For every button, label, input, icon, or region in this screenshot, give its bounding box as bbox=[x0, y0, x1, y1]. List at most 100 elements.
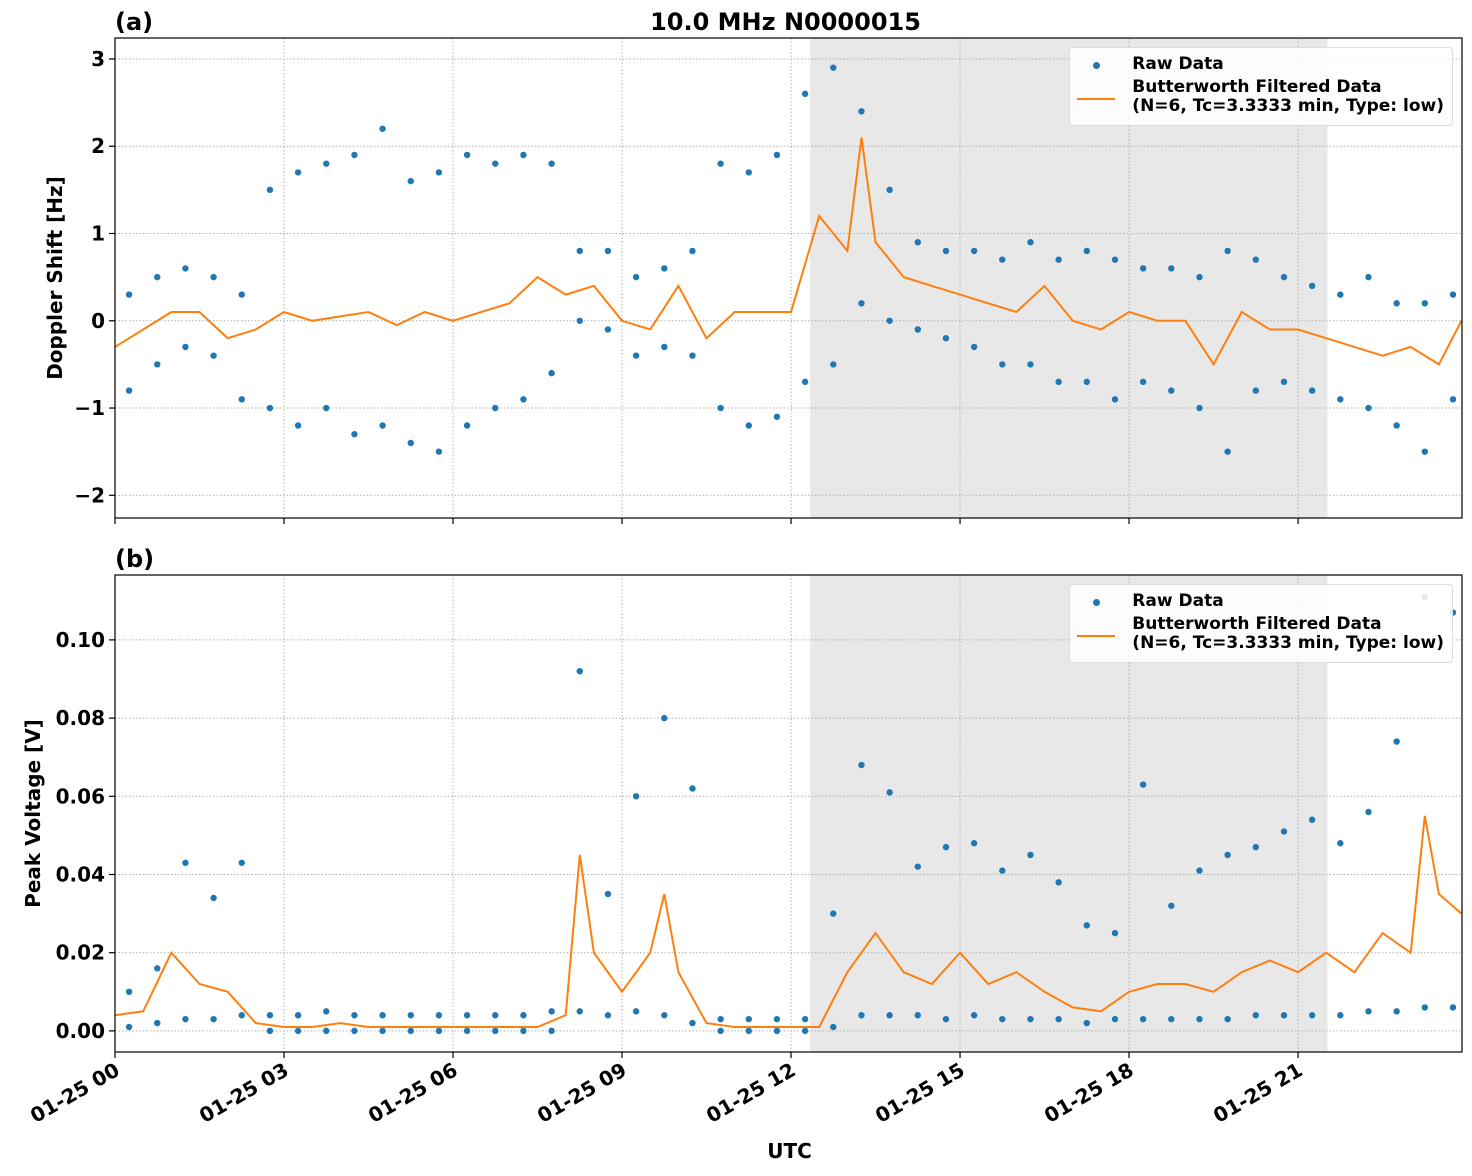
raw-point bbox=[154, 1019, 161, 1027]
raw-point bbox=[604, 247, 612, 255]
y-tick-label: −1 bbox=[74, 396, 105, 420]
raw-point bbox=[1055, 378, 1062, 386]
raw-point bbox=[379, 422, 386, 429]
raw-point bbox=[407, 177, 414, 185]
raw-point bbox=[266, 404, 274, 412]
legend-line bbox=[1077, 635, 1116, 637]
raw-point bbox=[238, 1012, 245, 1019]
raw-point bbox=[323, 1008, 330, 1015]
raw-point bbox=[435, 448, 443, 455]
raw-point bbox=[266, 1012, 274, 1019]
legend-line bbox=[1077, 98, 1116, 100]
raw-point bbox=[745, 1015, 752, 1023]
raw-point bbox=[661, 265, 668, 272]
panel-label: (b) bbox=[115, 545, 154, 573]
raw-point bbox=[548, 369, 555, 377]
raw-point bbox=[520, 151, 527, 159]
raw-point bbox=[942, 1015, 950, 1023]
raw-point bbox=[294, 1027, 302, 1035]
raw-point bbox=[1168, 1015, 1175, 1023]
raw-point bbox=[1393, 422, 1400, 429]
raw-point bbox=[1421, 300, 1429, 307]
raw-point bbox=[238, 291, 245, 298]
raw-point bbox=[858, 108, 865, 115]
raw-point bbox=[1139, 378, 1147, 386]
raw-point bbox=[238, 396, 245, 403]
panel-label: (a) bbox=[115, 8, 153, 36]
raw-point bbox=[1337, 396, 1344, 403]
raw-point bbox=[1449, 291, 1457, 298]
raw-point bbox=[492, 404, 499, 412]
raw-point bbox=[210, 1015, 217, 1023]
raw-point bbox=[576, 1008, 583, 1015]
raw-point bbox=[1365, 404, 1372, 412]
raw-point bbox=[238, 859, 245, 866]
legend-label: Raw Data bbox=[1132, 54, 1224, 74]
raw-point bbox=[970, 247, 978, 255]
raw-point bbox=[886, 1012, 893, 1019]
raw-point bbox=[970, 343, 978, 351]
raw-point bbox=[632, 273, 640, 281]
raw-point bbox=[689, 1019, 696, 1027]
raw-point bbox=[210, 894, 217, 902]
plot-frame bbox=[114, 37, 1463, 519]
raw-point bbox=[1280, 378, 1288, 386]
raw-point bbox=[576, 247, 583, 255]
raw-point bbox=[661, 1012, 668, 1019]
raw-point bbox=[858, 1012, 865, 1019]
series-layer bbox=[115, 593, 1462, 1035]
raw-point bbox=[1083, 1019, 1091, 1027]
raw-point bbox=[1139, 1015, 1147, 1023]
raw-point bbox=[407, 1027, 414, 1035]
raw-point bbox=[999, 867, 1006, 874]
raw-point bbox=[1027, 1015, 1034, 1023]
raw-point bbox=[351, 431, 358, 438]
raw-point bbox=[830, 361, 837, 368]
y-tick-label: 0.04 bbox=[56, 862, 105, 886]
raw-point bbox=[1252, 1012, 1260, 1019]
raw-point bbox=[717, 1027, 724, 1035]
raw-point bbox=[407, 439, 414, 447]
raw-point bbox=[1308, 387, 1316, 394]
raw-point bbox=[1083, 922, 1091, 929]
raw-point bbox=[520, 1012, 527, 1019]
x-tick-label: 01-25 15 bbox=[871, 1058, 969, 1128]
raw-point bbox=[435, 1027, 443, 1035]
raw-point bbox=[1224, 247, 1231, 255]
raw-point bbox=[1252, 256, 1260, 263]
raw-point bbox=[1393, 738, 1400, 745]
legend: Raw Data Butterworth Filtered Data (N=6, … bbox=[1069, 584, 1453, 663]
x-tick-label: 01-25 00 bbox=[26, 1058, 124, 1128]
filtered-line bbox=[115, 137, 1462, 367]
raw-point bbox=[914, 326, 921, 333]
raw-point bbox=[294, 422, 302, 429]
raw-point bbox=[1196, 273, 1203, 281]
raw-point bbox=[294, 1012, 302, 1019]
raw-point bbox=[858, 761, 865, 769]
raw-point bbox=[379, 125, 386, 132]
raw-point bbox=[548, 1027, 555, 1035]
raw-point bbox=[1168, 265, 1175, 272]
raw-point bbox=[1196, 867, 1203, 874]
raw-point bbox=[1393, 1008, 1400, 1015]
raw-point bbox=[351, 1027, 358, 1035]
legend-symbol bbox=[1076, 78, 1116, 100]
raw-point bbox=[435, 169, 443, 176]
raw-point bbox=[463, 422, 471, 429]
raw-point bbox=[1055, 879, 1062, 886]
raw-point bbox=[1111, 256, 1119, 263]
y-tick-label: 0.08 bbox=[56, 706, 105, 730]
raw-point bbox=[492, 1027, 499, 1035]
y-tick-label: 0.00 bbox=[56, 1019, 105, 1043]
raw-point bbox=[210, 352, 217, 359]
raw-point bbox=[1111, 929, 1119, 937]
raw-point bbox=[182, 1015, 189, 1023]
raw-point bbox=[830, 64, 837, 71]
raw-point bbox=[492, 160, 499, 167]
raw-point bbox=[576, 317, 583, 324]
y-tick-label: 3 bbox=[91, 47, 105, 71]
raw-point bbox=[914, 863, 921, 870]
raw-point bbox=[520, 396, 527, 403]
y-tick-label: −2 bbox=[74, 483, 105, 507]
raw-point bbox=[125, 291, 133, 298]
